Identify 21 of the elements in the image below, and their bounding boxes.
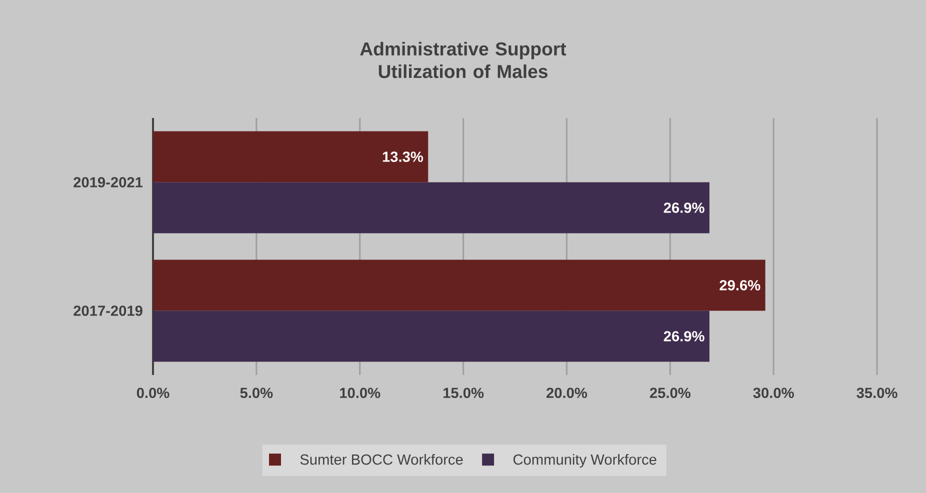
x-tick-label: 5.0% xyxy=(240,388,273,398)
y-tick-label: 2019-2021 xyxy=(74,177,143,188)
x-tick-label: 35.0% xyxy=(856,388,898,398)
x-tick-label: 10.0% xyxy=(340,388,380,398)
data-label: 26.9% xyxy=(664,202,704,213)
bar xyxy=(153,131,428,182)
bar xyxy=(153,182,710,234)
x-tick-label: 0.0% xyxy=(136,388,170,398)
x-tick-label: 25.0% xyxy=(650,388,690,398)
y-tick-label: 2017-2019 xyxy=(74,306,142,316)
x-tick-label: 15.0% xyxy=(443,388,484,398)
x-tick-label: 30.0% xyxy=(753,388,794,398)
legend-label: Sumter BOCC Workforce xyxy=(300,454,463,465)
chart-title: Administrative Support Utilization of Males xyxy=(360,42,566,78)
bar xyxy=(153,310,710,362)
data-label: 29.6% xyxy=(720,280,760,290)
bar xyxy=(153,260,766,311)
data-label: 13.3% xyxy=(382,152,424,162)
legend-label: Community Workforce xyxy=(513,454,656,468)
data-label: 26.9% xyxy=(664,331,704,342)
x-tick-label: 20.0% xyxy=(546,388,588,398)
